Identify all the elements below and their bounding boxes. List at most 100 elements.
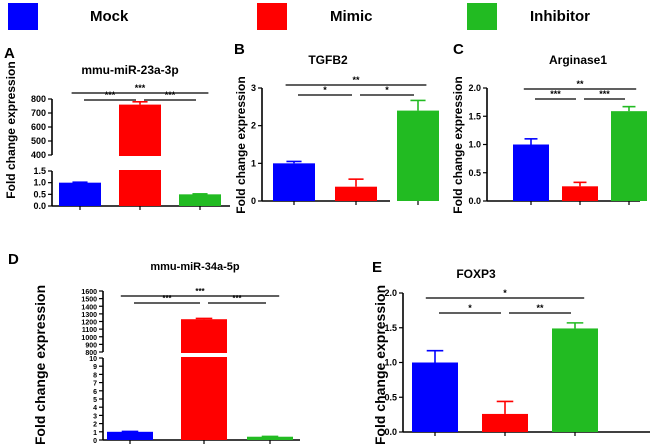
y-tick-label: 3 (93, 413, 97, 420)
chart-panel-c: C Arginase1 Fold change expression 0.0 0.5 1.… (451, 41, 647, 214)
y-tick-label: 400 (31, 150, 46, 160)
panel-letter-b: B (234, 41, 245, 58)
y-tick-label: 900 (85, 342, 97, 349)
legend-swatch-mimic (257, 3, 287, 30)
y-tick-label: 1.0 (468, 140, 481, 150)
y-tick-label: 1500 (81, 297, 97, 304)
y-tick-label: 0.0 (468, 196, 481, 206)
y-tick-label: 800 (85, 350, 97, 357)
y-tick-label: 4 (93, 405, 97, 412)
y-tick-label: 1.0 (384, 358, 397, 368)
y-tick-label: 0.5 (33, 189, 46, 199)
y-tick-label: 600 (31, 122, 46, 132)
bar-c-inhibitor (611, 111, 647, 201)
bar-c-mimic (562, 186, 598, 201)
bar-d-inhibitor (247, 436, 293, 440)
legend-swatch-mock (8, 3, 38, 30)
y-axis-label-d: Fold change expression (32, 285, 48, 444)
bar-a-mock (59, 182, 101, 206)
y-tick-label: 7 (93, 381, 97, 388)
significance-label: *** (105, 90, 116, 100)
significance-label: ** (536, 303, 544, 313)
y-tick-label: 0.0 (33, 201, 46, 211)
y-tick-label: 8 (93, 372, 97, 379)
y-tick-label: 0.0 (384, 427, 397, 437)
chart-title-b: TGFB2 (308, 53, 348, 67)
y-tick-label: 1200 (81, 320, 97, 327)
y-tick-label: 2.0 (468, 83, 481, 93)
bar-d-mimic (181, 319, 227, 440)
legend-label-mimic: Mimic (330, 8, 373, 25)
significance-label: * (503, 288, 507, 298)
significance-label: ** (352, 75, 360, 85)
panel-letter-c: C (453, 41, 464, 58)
y-tick-label: 1100 (82, 327, 97, 334)
significance-label: * (385, 85, 389, 95)
panel-letter-a: A (4, 45, 15, 62)
y-tick-label: 5 (93, 397, 97, 404)
legend-label-mock: Mock (90, 8, 129, 25)
significance-label: *** (550, 89, 561, 99)
y-tick-label: 1 (93, 430, 97, 437)
chart-title-d: mmu-miR-34a-5p (150, 261, 240, 273)
y-axis-label-a: Fold change expression (4, 61, 18, 198)
legend-label-inhibitor: Inhibitor (530, 8, 590, 25)
chart-title-a: mmu-miR-23a-3p (81, 63, 178, 77)
y-tick-label: 0 (93, 438, 97, 444)
y-tick-label: 0.5 (384, 392, 397, 402)
bar-e-mimic (482, 413, 528, 432)
significance-label: ** (576, 79, 584, 89)
chart-title-c: Arginase1 (549, 53, 607, 67)
significance-label: *** (599, 89, 610, 99)
chart-title-e: FOXP3 (456, 267, 496, 281)
y-tick-label: 1000 (81, 335, 97, 342)
significance-label: * (323, 85, 327, 95)
y-tick-label: 1.5 (384, 323, 397, 333)
panel-letter-e: E (372, 259, 382, 276)
y-tick-label: 700 (31, 108, 46, 118)
significance-label: *** (165, 90, 176, 100)
y-tick-label: 9 (93, 364, 97, 371)
y-axis-label-c: Fold change expression (451, 76, 465, 213)
bar-e-mock (412, 362, 458, 432)
legend: Mock Mimic Inhibitor (8, 3, 590, 30)
axis-break-gap-d (105, 353, 302, 357)
y-tick-label: 800 (31, 94, 46, 104)
bar-b-inhibitor (397, 110, 439, 201)
axis-break-gap-a (54, 156, 232, 170)
y-axis-label-b: Fold change expression (234, 76, 248, 213)
y-tick-label: 1400 (81, 304, 97, 311)
bar-a-inhibitor (179, 194, 221, 206)
bar-c-mock (513, 144, 549, 201)
y-tick-label: 2 (93, 422, 97, 429)
significance-label: *** (135, 83, 146, 93)
y-tick-label: 1600 (81, 289, 97, 296)
y-tick-label: 1300 (81, 312, 97, 319)
bar-b-mock (273, 163, 315, 201)
y-tick-label: 0 (251, 196, 256, 206)
significance-label: *** (162, 294, 172, 303)
y-tick-label: 1.5 (468, 111, 481, 121)
bar-a-mimic (119, 104, 161, 206)
y-tick-label: 3 (251, 83, 256, 93)
y-tick-label: 2 (251, 121, 256, 131)
bar-b-mimic (335, 186, 377, 201)
y-tick-label: 2.0 (384, 288, 397, 298)
y-tick-label: 0.5 (468, 168, 481, 178)
y-tick-label: 10 (89, 356, 97, 363)
y-tick-label: 1.5 (33, 166, 46, 176)
bar-d-mock (107, 431, 153, 440)
y-tick-label: 1.0 (33, 178, 46, 188)
significance-label: *** (232, 294, 242, 303)
y-tick-label: 500 (31, 136, 46, 146)
bar-e-inhibitor (552, 328, 598, 432)
significance-label: * (468, 303, 472, 313)
y-tick-label: 6 (93, 389, 97, 396)
y-axis-label-e: Fold change expression (372, 285, 388, 444)
significance-label: *** (195, 287, 205, 296)
